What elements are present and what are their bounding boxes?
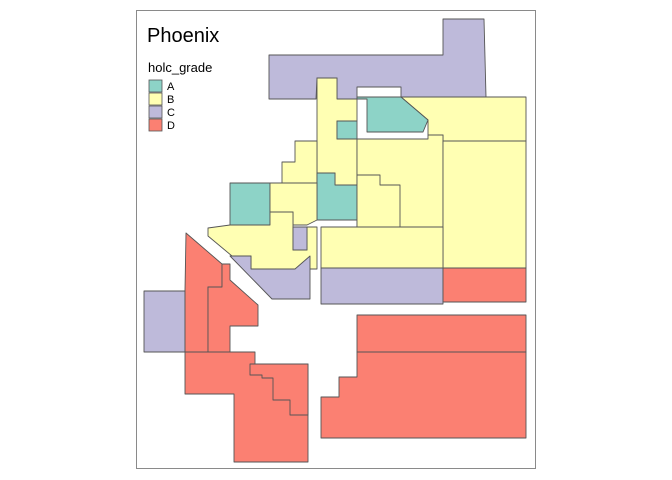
legend-swatch-b bbox=[148, 92, 163, 106]
legend-swatch-a bbox=[148, 79, 163, 93]
legend-title: holc_grade bbox=[148, 60, 212, 75]
zone-grade-c bbox=[143, 290, 186, 353]
map-title: Phoenix bbox=[147, 25, 219, 47]
zones-layer bbox=[143, 18, 527, 463]
zone-grade-d bbox=[249, 363, 309, 416]
zone-grade-b bbox=[442, 140, 527, 269]
zone-grade-d bbox=[442, 267, 527, 303]
map-frame bbox=[136, 10, 536, 469]
zone-grade-c bbox=[229, 255, 311, 300]
zone-grade-c bbox=[268, 18, 487, 100]
zone-grade-c bbox=[292, 226, 308, 251]
zone-grade-d bbox=[207, 263, 259, 353]
zone-grade-a bbox=[336, 120, 358, 140]
zone-grade-b bbox=[281, 140, 318, 184]
zone-grade-b bbox=[320, 226, 444, 269]
zone-grade-a bbox=[229, 182, 271, 226]
legend-label-a: A bbox=[167, 81, 175, 93]
legend-label-d: D bbox=[167, 120, 175, 132]
legend-label-b: B bbox=[167, 94, 174, 106]
legend-swatch-d bbox=[148, 118, 163, 132]
zone-grade-d bbox=[356, 314, 527, 353]
zone-grade-d bbox=[320, 351, 527, 439]
legend-label-c: C bbox=[167, 107, 175, 119]
zone-grade-c bbox=[320, 267, 444, 305]
zone-grade-a bbox=[356, 96, 429, 133]
legend-swatch-c bbox=[148, 105, 163, 119]
